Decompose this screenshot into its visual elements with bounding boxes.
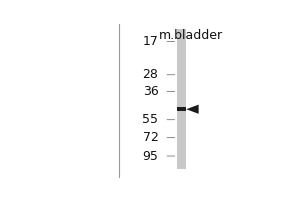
Polygon shape: [186, 105, 199, 114]
Text: 28: 28: [142, 68, 158, 81]
Text: 55: 55: [142, 113, 158, 126]
Bar: [178, 107, 186, 111]
Text: 95: 95: [142, 150, 158, 163]
Text: 72: 72: [142, 131, 158, 144]
Bar: [178, 29, 186, 169]
Text: 36: 36: [143, 85, 158, 98]
Text: 17: 17: [142, 35, 158, 48]
Text: m.bladder: m.bladder: [159, 29, 223, 42]
